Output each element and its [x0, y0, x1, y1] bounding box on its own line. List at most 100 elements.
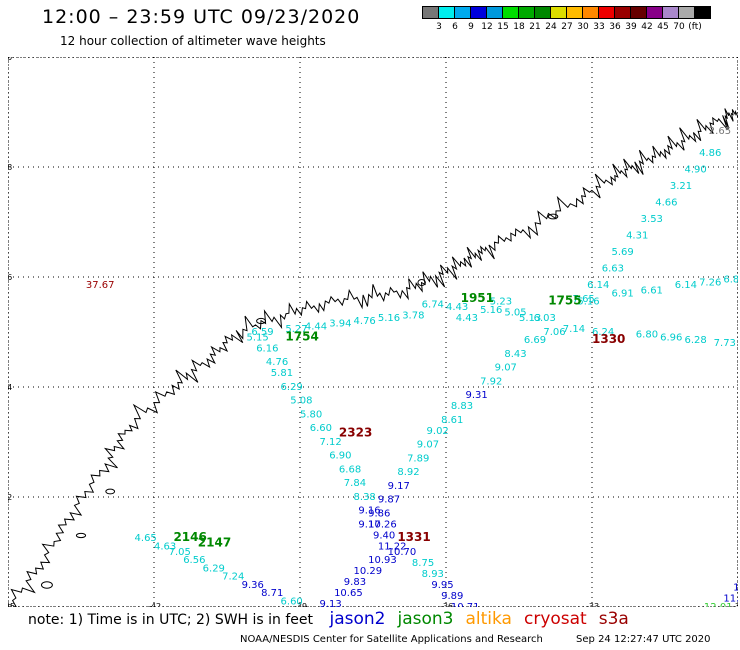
wave-height-label: 9.86: [368, 508, 390, 519]
wave-height-label: 3.94: [329, 319, 351, 330]
color-scale-tick: 39: [625, 22, 637, 32]
lat-tick-label: 68: [8, 163, 12, 172]
color-scale-tick: 27: [561, 22, 573, 32]
satellite-list: jason2 jason3 altika cryosat s3a: [317, 609, 628, 629]
wave-height-label: 2.65: [709, 126, 731, 137]
greenland-coastline: [8, 108, 738, 607]
island: [105, 488, 116, 495]
color-scale-swatch: [422, 6, 439, 19]
color-scale-tick: 9: [468, 22, 474, 32]
lon-tick-label: -33: [586, 602, 599, 607]
island: [256, 317, 267, 325]
lat-tick-label: 70: [8, 57, 12, 62]
wave-height-label: 9.89: [441, 591, 463, 602]
wave-height-label: 5.16: [577, 297, 599, 308]
pass-id-label: 2147: [198, 536, 231, 550]
satellite-legend-entry: altika: [465, 609, 512, 629]
lon-tick-label: -30: [732, 602, 738, 607]
wave-height-label: 7.26: [699, 277, 721, 288]
wave-height-label: 6.87: [723, 275, 738, 286]
lon-tick-label: -42: [148, 602, 161, 607]
wave-height-label: 11: [733, 583, 738, 594]
wave-height-label: 6.16: [256, 343, 278, 354]
wave-height-label: 4.43: [456, 313, 478, 324]
wave-height-label: 9.31: [465, 390, 487, 401]
wave-height-label: 6.90: [329, 451, 351, 462]
color-scale-swatch: [550, 6, 567, 19]
wave-height-label: 7.24: [222, 572, 244, 583]
color-scale-swatch: [438, 6, 455, 19]
wave-height-label: 9.16: [358, 506, 380, 517]
wave-height-label: 6.60: [310, 423, 332, 434]
wave-height-label: 6.14: [587, 280, 609, 291]
wave-height-label: 9.02: [427, 426, 449, 437]
color-scale-tick: 70: [673, 22, 685, 32]
map-title: 12:00 – 23:59 UTC 09/23/2020: [42, 6, 361, 28]
pass-id-label: 1330: [592, 332, 625, 346]
lon-tick-label: -36: [440, 602, 453, 607]
wave-height-label: 9.40: [373, 530, 395, 541]
wave-height-label: 6.68: [339, 464, 361, 475]
island: [40, 581, 53, 589]
wave-height-label: 4.44: [305, 321, 327, 332]
credits-org: NOAA/NESDIS Center for Satellite Applica…: [240, 634, 543, 645]
wave-height-label: 5.08: [290, 396, 312, 407]
lon-tick-label: -45: [8, 602, 15, 607]
satellite-legend-entry: jason2: [329, 609, 386, 629]
plot-frame: [8, 57, 738, 607]
wave-height-label: 6.74: [422, 299, 444, 310]
wave-height-label: 9.13: [319, 599, 341, 607]
wave-height-label: 6.80: [636, 330, 658, 341]
pass-ids: 1951175517541330232313311332232221462147…: [173, 291, 625, 550]
wave-height-label: 10.65: [334, 588, 363, 599]
wave-height-label: 7.06: [543, 327, 565, 338]
wave-height-label: 6.61: [641, 286, 663, 297]
color-scale-tick: 30: [577, 22, 589, 32]
wave-height-label: 4.86: [699, 148, 721, 159]
color-scale-tick: 42: [641, 22, 653, 32]
legend-note: note: 1) Time is in UTC; 2) SWH is in fe…: [28, 612, 314, 628]
wave-height-label: 7.65: [573, 294, 595, 305]
lat-tick-label: 64: [8, 383, 12, 392]
color-scale-swatch: [630, 6, 647, 19]
wave-height-label: 8.92: [397, 467, 419, 478]
wave-height-observations: 37.67 2.65 4.86 4.90 3.21 4.66 3.53 4.31 5.69 6.6…: [86, 126, 738, 607]
color-scale-swatch: [694, 6, 711, 19]
wave-height-label: 12.01: [704, 602, 733, 607]
wave-height-label: 4.43: [446, 302, 468, 313]
wave-height-label: 6.59: [251, 327, 273, 338]
wave-height-label: 10.29: [354, 566, 383, 577]
wave-height-label: 10.71: [451, 602, 480, 607]
color-scale-tick: 12: [481, 22, 493, 32]
wave-height-label: 6.29: [281, 382, 303, 393]
satellite-legend-entry: jason3: [397, 609, 454, 629]
wave-height-label: 11.77: [723, 594, 738, 605]
wave-height-label: 6.03: [534, 313, 556, 324]
wave-height-label: 7.73: [714, 338, 736, 349]
wave-height-label: 11.22: [378, 541, 407, 552]
color-scale-swatch: [678, 6, 695, 19]
legend: note: 1) Time is in UTC; 2) SWH is in fe…: [28, 609, 629, 629]
wave-height-label: 4.76: [354, 316, 376, 327]
color-scale-swatch: [518, 6, 535, 19]
wave-height-label: 6.96: [660, 332, 682, 343]
wave-height-label: 6.28: [684, 335, 706, 346]
axis-labels: 70 68 66 64 62 60-45 -42 -39 -36 -33 -30: [8, 57, 738, 607]
wave-height-label: 7.84: [344, 478, 366, 489]
wave-height-label: 9.07: [417, 440, 439, 451]
wave-height-label: 8.93: [422, 569, 444, 580]
wave-height-label: 5.05: [504, 308, 526, 319]
wave-height-label: 9.17: [388, 481, 410, 492]
credits: NOAA/NESDIS Center for Satellite Applica…: [240, 634, 740, 645]
wave-height-label: 4.90: [684, 165, 706, 176]
color-scale-tick: 3: [436, 22, 442, 32]
wave-height-label: 8.43: [504, 349, 526, 360]
lon-tick-label: -39: [294, 602, 307, 607]
color-scale-tick: 24: [545, 22, 557, 32]
wave-height-label: 7.14: [563, 324, 585, 335]
color-scale-swatch: [566, 6, 583, 19]
color-scale-tick: (ft): [688, 22, 702, 32]
wave-height-label: 5.13: [519, 313, 541, 324]
island: [547, 213, 559, 220]
pass-id-label: 1951: [461, 291, 494, 305]
